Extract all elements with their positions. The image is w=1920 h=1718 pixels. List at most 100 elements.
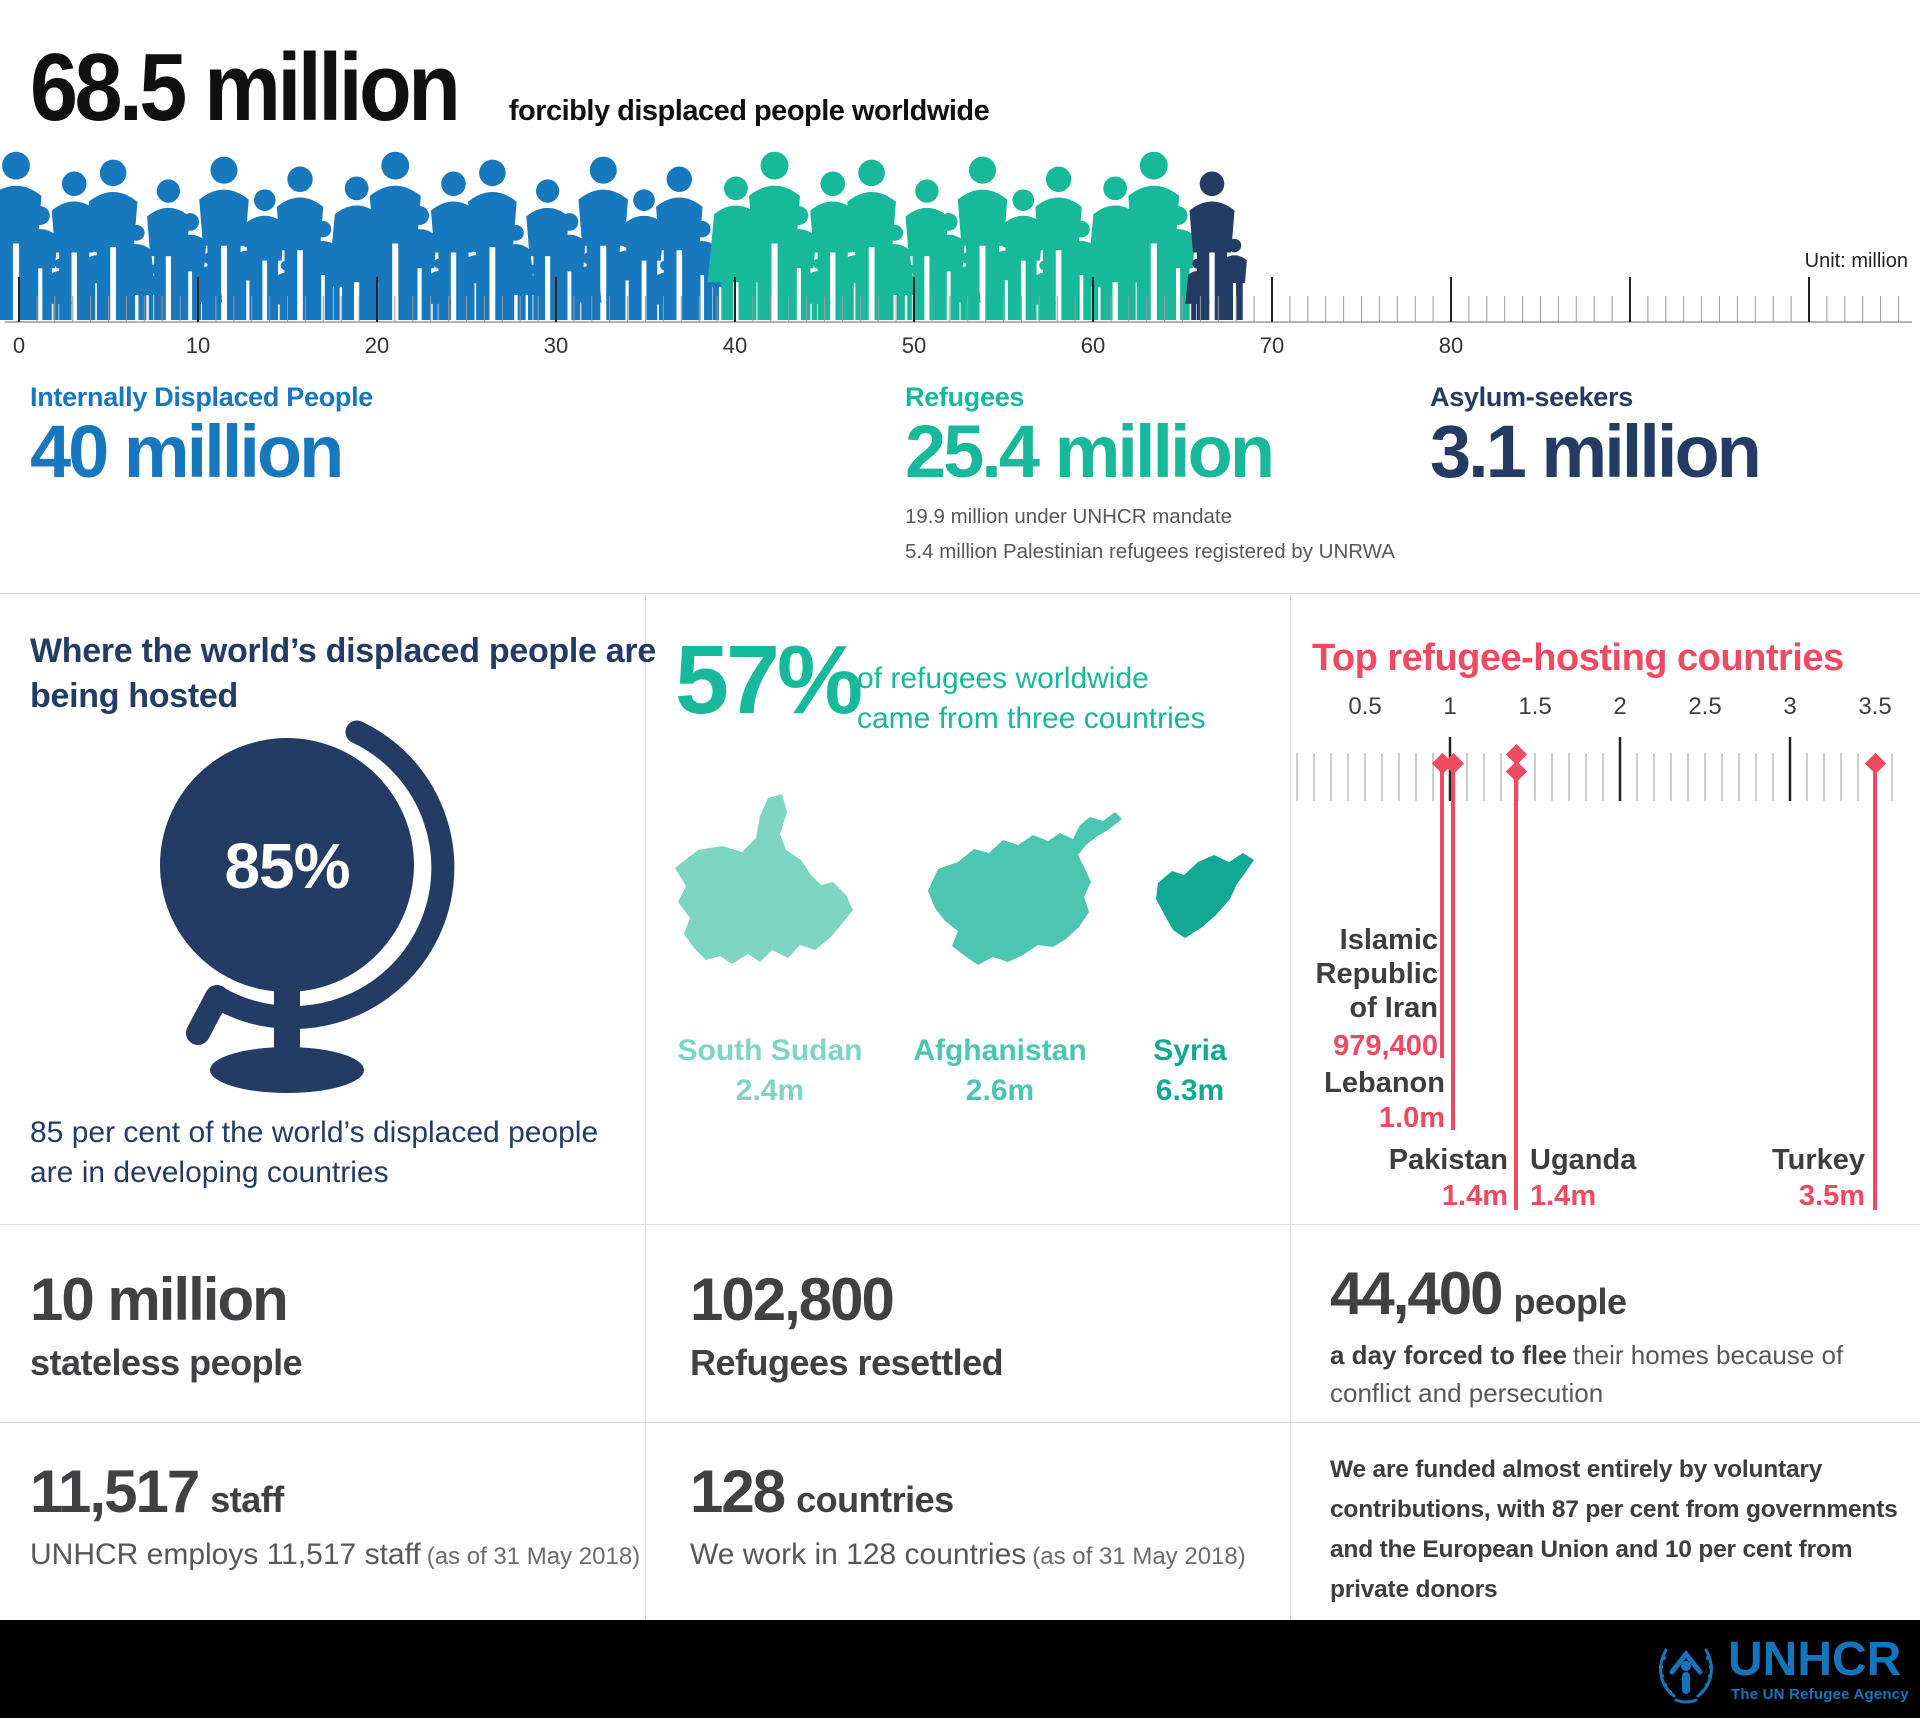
countries-desc-note: (as of 31 May 2018) (1032, 1543, 1246, 1570)
hosting-axis-tick: 3 (1783, 693, 1797, 720)
divider (1290, 593, 1291, 1620)
svg-text:20: 20 (365, 333, 389, 358)
origin-country-maps (675, 794, 1254, 965)
divider (645, 593, 646, 1620)
resettled-label: Refugees resettled (690, 1342, 1004, 1383)
footer-bar (0, 1620, 1920, 1718)
hosting-country-turkey-name: Turkey (1772, 1144, 1865, 1176)
origin-percent: 57% (675, 625, 863, 734)
countries-desc-text: We work in 128 countries (690, 1538, 1027, 1571)
svg-text:60: 60 (1081, 333, 1105, 358)
hosting-axis-tick: 0.5 (1348, 693, 1382, 720)
flee-unit: people (1513, 1281, 1628, 1322)
stat-value: 25.4 million (905, 410, 1275, 493)
fact-flee: 44,400 people a day forced to flee their h… (1290, 1224, 1920, 1422)
hosting-country-turkey-value: 3.5m (1798, 1180, 1865, 1212)
million-scale-ruler: 0 10 20 30 40 50 60 70 80 (5, 277, 1912, 358)
flee-number: 44,400 (1330, 1260, 1504, 1327)
stateless-label: stateless people (30, 1342, 303, 1383)
displaced-people-pictogram (0, 151, 1247, 320)
hosted-caption: 85 per cent of the world’s displaced peo… (30, 1116, 599, 1189)
country-name: Afghanistan (913, 1034, 1087, 1067)
map-south-sudan (675, 794, 853, 964)
hosting-axis-labels: 0.5 1 1.5 2 2.5 3 3.5 (1290, 593, 1920, 733)
country-name: Syria (1153, 1034, 1227, 1067)
staff-number: 11,517 (30, 1458, 200, 1525)
divider (0, 1422, 1920, 1423)
hosting-axis-tick: 3.5 (1858, 693, 1892, 720)
staff-number-row: 11,517 staff (30, 1462, 284, 1522)
divider (0, 1224, 1920, 1225)
svg-text:0: 0 (13, 333, 25, 358)
hosting-marker-line (1451, 771, 1455, 1130)
hosting-country-iran-name: Islamic Republic of Iran (1315, 924, 1438, 1024)
fact-funding: We are funded almost entirely by volunta… (1290, 1422, 1920, 1620)
flee-rest-text: their homes because of conflict and pers… (1330, 1340, 1844, 1408)
stat-value: 40 million (30, 410, 344, 493)
fact-resettled: 102,800 Refugees resettled (645, 1224, 1290, 1422)
funding-text: We are funded almost entirely by volunta… (1330, 1456, 1898, 1603)
footer-org-name: UNHCR (1728, 1633, 1902, 1686)
hosting-marker-line (1873, 771, 1877, 1210)
origin-caption-line1: of refugees worldwide (857, 662, 1149, 695)
hosted-panel: Where the world’s displaced people are b… (0, 593, 656, 1224)
staff-description: UNHCR employs 11,517 staff (as of 31 May … (30, 1538, 640, 1572)
countries-number: 128 (690, 1458, 786, 1525)
origin-country-afghanistan: Afghanistan 2.6m (900, 1031, 1100, 1111)
staff-desc-note: (as of 31 May 2018) (426, 1543, 641, 1570)
stat-label: Internally Displaced People (30, 382, 374, 412)
hosting-country-lebanon-value: 1.0m (1378, 1102, 1445, 1134)
fact-staff: 11,517 staff UNHCR employs 11,517 staff (a… (0, 1422, 645, 1620)
stat-label: Asylum-seekers (1430, 382, 1633, 412)
origin-panel: 57% of refugees worldwide came from thre… (645, 593, 1290, 1224)
flee-number-row: 44,400 people (1330, 1264, 1627, 1324)
hosting-title: Top refugee-hosting countries (1312, 637, 1844, 679)
hosted-title: Where the world’s displaced people are b… (30, 632, 656, 715)
stat-label: Refugees (905, 382, 1025, 412)
unhcr-emblem-icon (1659, 1648, 1713, 1704)
country-value: 2.6m (965, 1074, 1035, 1107)
hosting-country-uganda-name: Uganda (1530, 1144, 1637, 1176)
hosting-country-pakistan-value: 1.4m (1441, 1180, 1508, 1212)
country-value: 2.4m (735, 1074, 805, 1107)
fact-stateless: 10 million stateless people (0, 1224, 645, 1422)
flee-description: a day forced to flee their homes because … (1330, 1336, 1910, 1412)
hosting-country-uganda-value: 1.4m (1530, 1180, 1597, 1212)
resettled-number: 102,800 (690, 1266, 895, 1333)
stat-note-unrwa: 5.4 million Palestinian refugees registe… (905, 540, 1395, 564)
hosting-markers (1290, 593, 1920, 1224)
stat-asylum-seekers: Asylum-seekers 3.1 million (1430, 382, 1762, 491)
headline-number: 68.5 million (30, 34, 461, 141)
stateless-number: 10 million (30, 1266, 289, 1333)
footer-tagline: The UN Refugee Agency (1731, 1686, 1909, 1703)
countries-number-row: 128 countries (690, 1462, 954, 1522)
origin-caption-line2: came from three countries (857, 702, 1206, 735)
globe-icon (160, 720, 455, 1093)
fact-countries: 128 countries We work in 128 countries (as… (645, 1422, 1290, 1620)
unit-label: Unit: million (1804, 250, 1908, 272)
hosting-axis-tick: 2.5 (1688, 693, 1722, 720)
svg-text:50: 50 (902, 333, 926, 358)
origin-country-syria: Syria 6.3m (1100, 1031, 1280, 1111)
map-afghanistan (928, 812, 1122, 965)
countries-description: We work in 128 countries (as of 31 May 20… (690, 1538, 1246, 1572)
country-value: 6.3m (1155, 1074, 1225, 1107)
hosting-axis-tick: 1.5 (1518, 693, 1552, 720)
svg-text:30: 30 (544, 333, 568, 358)
divider (0, 593, 1920, 594)
hosting-marker-line (1514, 771, 1518, 1210)
stat-refugees: Refugees 25.4 million 19.9 million under… (905, 382, 1395, 569)
svg-text:70: 70 (1260, 333, 1284, 358)
stat-note-unhcr-mandate: 19.9 million under UNHCR mandate (905, 505, 1233, 529)
hosting-axis-tick: 1 (1443, 693, 1457, 720)
hosting-axis-tick: 2 (1613, 693, 1627, 720)
country-name: South Sudan (677, 1034, 863, 1067)
header: 68.5 million forcibly displaced people w… (30, 34, 990, 141)
countries-unit: countries (796, 1479, 954, 1520)
svg-text:80: 80 (1439, 333, 1463, 358)
globe-percent: 85% (224, 830, 350, 902)
origin-caption: of refugees worldwide came from three co… (857, 659, 1205, 739)
flee-bold-text: a day forced to flee (1330, 1340, 1567, 1370)
svg-text:40: 40 (723, 333, 747, 358)
